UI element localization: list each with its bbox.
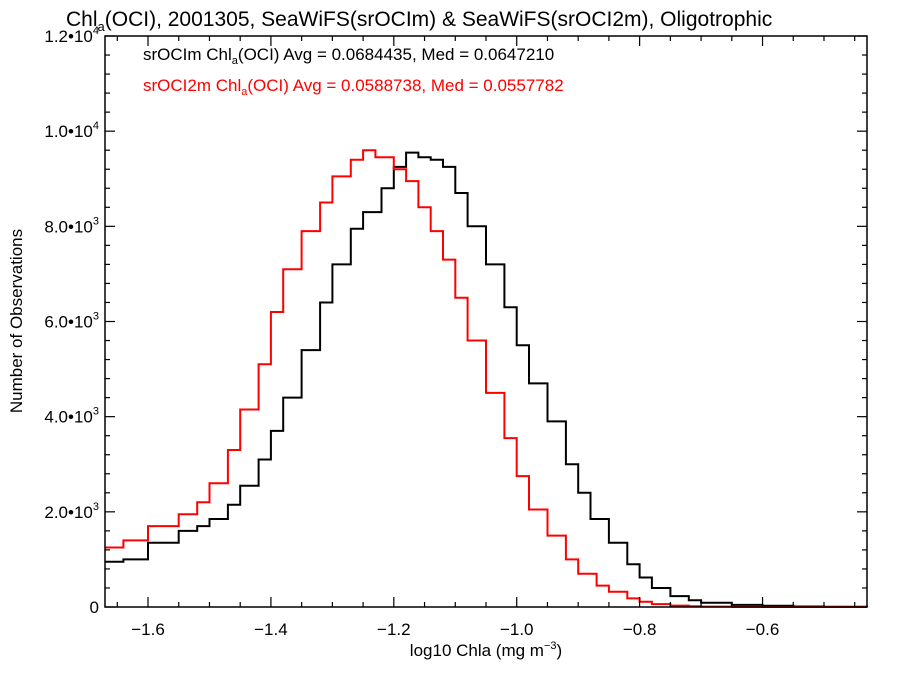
y-tick-label: 8.0•103 (44, 215, 99, 236)
series-line-1 (105, 149, 867, 608)
chart-title: Chla(OCI), 2001305, SeaWiFS(srOCIm) & Se… (66, 8, 772, 34)
legend-srocim-sub: a (232, 55, 239, 67)
legend-srocim-pre: srOCIm Chl (143, 45, 232, 64)
chart-title-pre: Chl (66, 8, 98, 31)
x-axis-label-sup: −3 (544, 640, 557, 652)
x-axis-label: log10 Chla (mg m−3) (410, 640, 562, 660)
plot-frame (104, 35, 868, 608)
chart-title-sub: a (98, 19, 106, 34)
legend-srocI2m-pre: srOCI2m Chl (143, 76, 241, 95)
x-tick-label: −1.0 (500, 620, 534, 639)
legend-srocim-post: (OCI) Avg = 0.0684435, Med = 0.0647210 (238, 45, 554, 64)
y-tick-label: 1.0•104 (44, 120, 99, 141)
legend-srocI2m-sub: a (241, 86, 248, 98)
x-axis-label-post: ) (557, 641, 563, 660)
y-tick-label: 1.2•104 (44, 25, 99, 46)
y-tick-label: 4.0•103 (44, 406, 99, 427)
y-tick-label: 6.0•103 (44, 311, 99, 332)
y-axis-label: Number of Observations (7, 229, 26, 413)
x-tick-label: −1.4 (254, 620, 288, 639)
x-tick-label: −0.8 (623, 620, 657, 639)
y-tick-label: 0 (90, 598, 99, 617)
ticks-layer: −1.6 −1.4 −1.2 −1.0 −0.8 −0.6 0 2.0•103 4.0•103 6… (44, 25, 867, 639)
x-tick-label: −1.6 (131, 620, 165, 639)
series-layer (105, 149, 868, 608)
chart-title-post: (OCI), 2001305, SeaWiFS(srOCIm) & SeaWiF… (105, 8, 772, 31)
series-line-0 (105, 151, 868, 608)
y-tick-label: 2.0•103 (44, 501, 99, 522)
x-tick-label: −1.2 (377, 620, 411, 639)
legend-entry-srocI2m: srOCI2m Chla(OCI) Avg = 0.0588738, Med =… (143, 76, 564, 98)
legend-srocI2m-post: (OCI) Avg = 0.0588738, Med = 0.0557782 (247, 76, 563, 95)
x-axis-label-pre: log10 Chla (mg m (410, 641, 544, 660)
legend-entry-srocim: srOCIm Chla(OCI) Avg = 0.0684435, Med = … (143, 45, 554, 67)
x-tick-label: −0.6 (746, 620, 780, 639)
